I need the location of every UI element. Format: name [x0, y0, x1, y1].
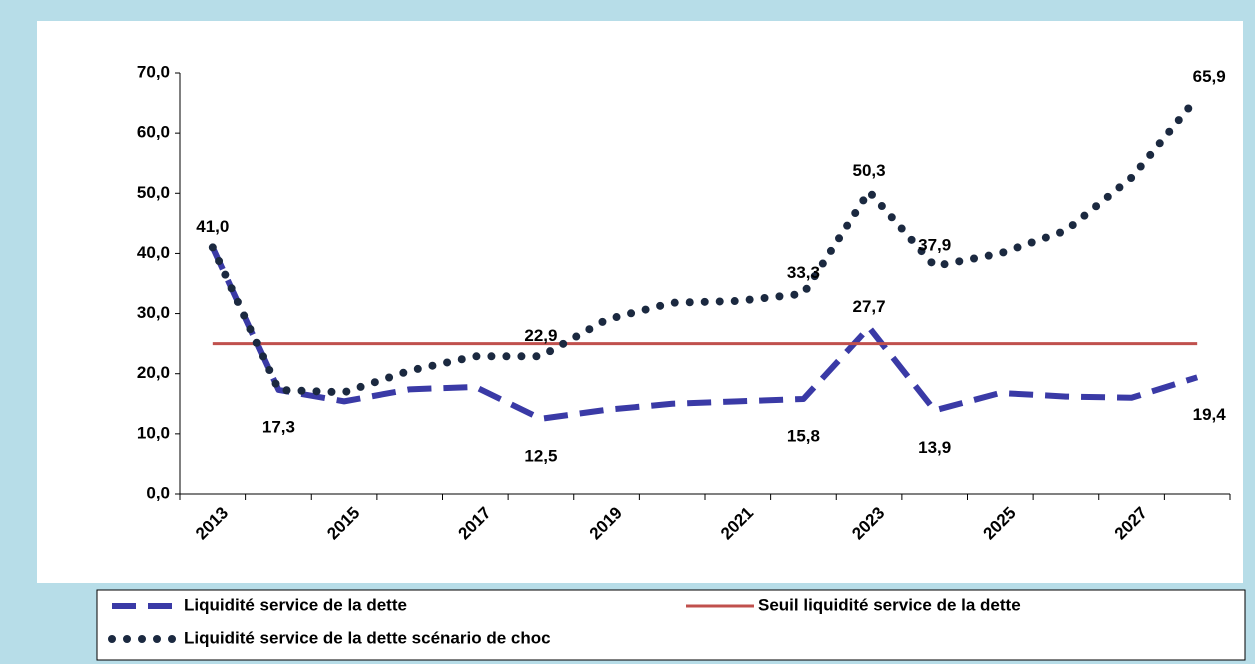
data-label: 27,7 [853, 297, 886, 316]
y-tick-label: 0,0 [146, 483, 170, 502]
data-label: 15,8 [787, 426, 820, 445]
data-label: 22,9 [524, 326, 557, 345]
series-line [210, 246, 1199, 422]
data-label: 17,3 [262, 417, 295, 436]
data-label: 12,5 [524, 446, 557, 465]
data-label: 41,0 [196, 217, 229, 236]
data-label: 65,9 [1193, 67, 1226, 86]
series-line [208, 93, 1202, 397]
data-label: 33,3 [787, 263, 820, 282]
y-tick-label: 60,0 [137, 123, 170, 142]
plot-frame [37, 21, 1243, 583]
y-tick-label: 20,0 [137, 363, 170, 382]
data-label: 13,9 [918, 438, 951, 457]
y-tick-label: 10,0 [137, 423, 170, 442]
data-label: 19,4 [1193, 405, 1227, 424]
data-label: 37,9 [918, 236, 951, 255]
y-tick-label: 40,0 [137, 243, 170, 262]
legend-box [96, 589, 1246, 661]
y-tick-label: 70,0 [137, 62, 170, 81]
y-tick-label: 30,0 [137, 303, 170, 322]
legend-label: Seuil liquidité service de la dette [758, 595, 1021, 614]
legend-label: Liquidité service de la dette [184, 595, 407, 614]
y-tick-label: 50,0 [137, 183, 170, 202]
legend-label: Liquidité service de la dette scénario d… [184, 628, 551, 647]
data-label: 50,3 [853, 161, 886, 180]
